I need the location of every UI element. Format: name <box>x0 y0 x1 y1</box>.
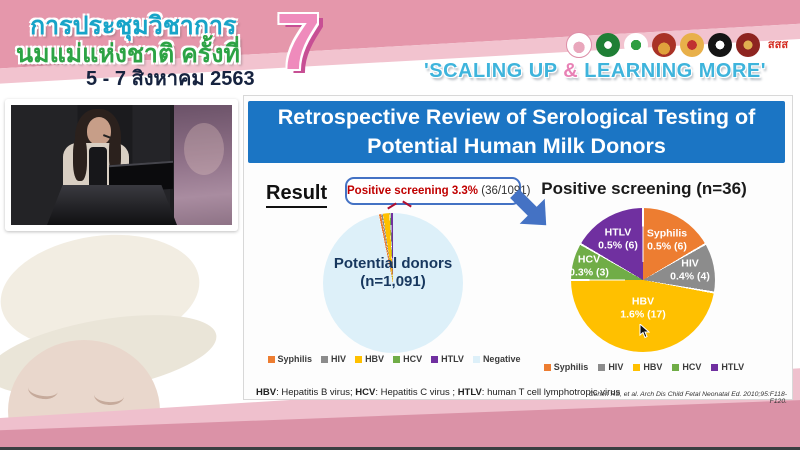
hiv-value: 0.4% (4) <box>670 270 710 282</box>
right-pie-legend: Syphilis HIV HBV HCV HTLV <box>543 362 744 372</box>
conference-title-line1: การประชุมวิชาการ <box>30 12 237 40</box>
temple-emblem-logo-icon <box>652 33 676 57</box>
slide-title-line2: Potential Human Milk Donors <box>367 134 666 158</box>
legend-label: HIV <box>331 354 347 364</box>
green-health-logo-icon <box>624 33 648 57</box>
pie-label-hiv: HIV 0.4% (4) <box>670 257 710 282</box>
legend-label: HIV <box>608 362 624 372</box>
pie-label-hbv: HBV 1.6% (17) <box>620 295 666 320</box>
legend-item: HBV <box>633 362 662 372</box>
positive-screening-callout: Positive screening 3.3% (36/1091) <box>345 177 530 205</box>
legend-color-swatch <box>633 363 641 371</box>
reference-citation: Cohen RS, et al. Arch Dis Child Fetal Ne… <box>588 391 787 405</box>
pie-label-hcv: HCV 0.3% (3) <box>569 253 609 278</box>
legend-label: HCV <box>682 362 702 372</box>
legend-color-swatch <box>672 363 680 371</box>
slogan-prefix: 'SCALING UP <box>423 60 564 82</box>
edition-number: 7 <box>276 0 321 86</box>
royal-crest-logo-icon <box>680 33 704 57</box>
arrow-icon <box>494 173 566 245</box>
presenter-shirt <box>89 147 107 192</box>
legend-item: HCV <box>672 362 701 372</box>
syphilis-name: Syphilis <box>646 227 688 240</box>
htlv-value: 0.5% (6) <box>598 239 638 251</box>
positive-screening-title: Positive screening (n=36) <box>541 179 747 198</box>
hiv-name: HIV <box>681 257 699 270</box>
pie-label-syphilis: Syphilis 0.5% (6) <box>647 227 687 252</box>
hbv-value: 1.6% (17) <box>620 308 666 320</box>
legend-color-swatch <box>711 363 719 371</box>
legend-color-swatch <box>431 355 439 363</box>
callout-bold-text: Positive screening 3.3% <box>347 185 479 197</box>
presenter-video-frame <box>5 99 238 231</box>
legend-item: HTLV <box>431 354 464 364</box>
legend-label: HBV <box>365 354 385 364</box>
legend-item: HTLV <box>711 362 744 372</box>
pie-label-htlv: HTLV 0.5% (6) <box>598 226 638 251</box>
sponsor-logo-row: สสส <box>566 32 792 58</box>
mouse-cursor-icon <box>639 322 651 344</box>
hcv-name: HCV <box>577 253 601 266</box>
left-pie-label-line1: Potential donors <box>333 255 453 272</box>
footnote-hcv-text: : Hepatitis C virus ; <box>375 387 458 398</box>
legend-label: HTLV <box>721 362 745 372</box>
slogan-ampersand: & <box>563 60 579 82</box>
legend-item: Syphilis <box>543 362 589 372</box>
legend-color-swatch <box>393 355 401 363</box>
legend-color-swatch <box>598 363 606 371</box>
potential-donors-label: Potential donors (n=1,091) <box>313 255 473 291</box>
speaker-podium <box>47 185 177 225</box>
presenter-video <box>11 105 232 225</box>
legend-color-swatch <box>355 355 363 363</box>
conference-date: 5 - 7 สิงหาคม 2563 <box>86 68 255 90</box>
htlv-name: HTLV <box>604 226 632 239</box>
slide-title-bar: Retrospective Review of Serological Test… <box>248 101 785 163</box>
green-ministry-logo-icon <box>596 33 620 57</box>
legend-label: HCV <box>403 354 423 364</box>
legend-color-swatch <box>267 355 275 363</box>
abbreviation-footnote: HBV: Hepatitis B virus; HCV: Hepatitis C… <box>256 387 620 398</box>
monochrome-crest-logo-icon <box>708 33 732 57</box>
presentation-slide: Retrospective Review of Serological Test… <box>243 95 793 405</box>
hcv-value: 0.3% (3) <box>569 266 609 278</box>
stage-backdrop-poster <box>174 105 232 225</box>
syphilis-value: 0.5% (6) <box>647 240 687 252</box>
legend-color-swatch <box>472 355 480 363</box>
potential-donors-pie <box>323 213 463 353</box>
legend-item: HIV <box>321 354 346 364</box>
bottom-edge-line <box>0 447 800 450</box>
presenter-hair-strand-left <box>73 135 87 181</box>
red-crest-logo-icon <box>736 33 760 57</box>
footnote-htlv: HTLV <box>457 387 482 398</box>
footnote-htlv-text: : human T cell lymphotropic virus <box>481 387 621 398</box>
legend-item: HCV <box>393 354 422 364</box>
mother-baby-foundation-logo-icon <box>566 32 592 58</box>
conference-title-line2: นมแม่แห่งชาติ ครั้งที่ <box>16 40 240 68</box>
left-pie-legend: Syphilis HIV HBV HCV HTLV Negative <box>254 354 534 364</box>
conference-header-banner: การประชุมวิชาการ นมแม่แห่งชาติ ครั้งที่ … <box>0 0 800 95</box>
legend-label: HTLV <box>441 354 464 364</box>
legend-color-swatch <box>543 363 551 371</box>
sss-logo-icon: สสส <box>767 39 789 51</box>
footnote-hbv-text: : Hepatitis B virus; <box>276 387 356 398</box>
result-heading: Result <box>266 182 328 208</box>
legend-label: Negative <box>482 354 521 364</box>
legend-label: Syphilis <box>553 362 589 372</box>
hbv-name: HBV <box>631 295 655 308</box>
legend-item: HIV <box>598 362 623 372</box>
presenter-face <box>87 117 111 145</box>
slogan-suffix: LEARNING MORE' <box>578 60 767 82</box>
legend-item: HBV <box>355 354 384 364</box>
legend-label: Syphilis <box>277 354 313 364</box>
legend-item: Negative <box>472 354 521 364</box>
footnote-hcv: HCV <box>355 387 376 398</box>
poster-baby-face <box>184 123 224 175</box>
legend-item: Syphilis <box>267 354 313 364</box>
left-pie-label-line2: (n=1,091) <box>360 273 426 290</box>
footnote-hbv: HBV <box>256 387 277 398</box>
legend-label: HBV <box>643 362 663 372</box>
slide-title-line1: Retrospective Review of Serological Test… <box>277 105 756 129</box>
conference-slogan: 'SCALING UP & LEARNING MORE' <box>396 60 794 83</box>
legend-color-swatch <box>321 355 329 363</box>
